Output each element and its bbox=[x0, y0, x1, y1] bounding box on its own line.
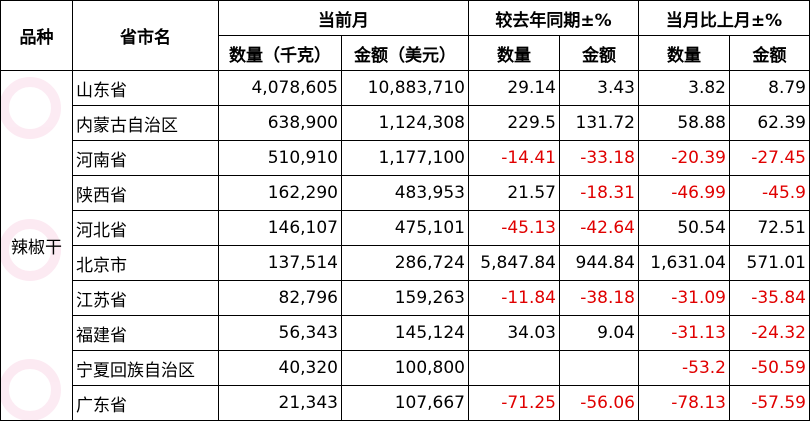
province-cell: 河南省 bbox=[72, 140, 219, 176]
mom-amt-cell: -45.9 bbox=[729, 175, 810, 211]
mom-amt-cell: -50.59 bbox=[729, 350, 810, 386]
table-row: 宁夏回族自治区 40,320 100,800 -53.2 -50.59 bbox=[1, 350, 810, 386]
qty-cell: 162,290 bbox=[218, 175, 342, 211]
mom-qty-cell: -46.99 bbox=[638, 175, 730, 211]
mom-amt-cell: -24.32 bbox=[729, 315, 810, 351]
yoy-qty-cell: 21.57 bbox=[468, 175, 560, 211]
amt-cell: 107,667 bbox=[341, 385, 469, 421]
yoy-qty-cell bbox=[468, 350, 560, 386]
amt-cell: 475,101 bbox=[341, 210, 469, 246]
yoy-amt-cell: -56.06 bbox=[559, 385, 639, 421]
mom-qty-cell: -20.39 bbox=[638, 140, 730, 176]
table-row: 北京市 137,514 286,724 5,847.84 944.84 1,631.04 5… bbox=[1, 245, 810, 281]
header-amt: 金额（美元） bbox=[341, 35, 469, 71]
mom-amt-cell: -35.84 bbox=[729, 280, 810, 316]
yoy-amt-cell bbox=[559, 350, 639, 386]
table-row: 河北省 146,107 475,101 -45.13 -42.64 50.54 72.51 bbox=[1, 210, 810, 246]
mom-amt-cell: 62.39 bbox=[729, 105, 810, 141]
mom-amt-cell: 8.79 bbox=[729, 70, 810, 106]
header-qty: 数量（千克） bbox=[218, 35, 342, 71]
table-body: 辣椒干 山东省 4,078,605 10,883,710 29.14 3.43 3.82 8.… bbox=[0, 70, 810, 421]
amt-cell: 1,124,308 bbox=[341, 105, 469, 141]
header-category: 品种 bbox=[0, 0, 73, 71]
qty-cell: 40,320 bbox=[218, 350, 342, 386]
header-current-month: 当前月 bbox=[218, 0, 469, 36]
mom-amt-cell: -57.59 bbox=[729, 385, 810, 421]
amt-cell: 1,177,100 bbox=[341, 140, 469, 176]
amt-cell: 100,800 bbox=[341, 350, 469, 386]
mom-qty-cell: -31.13 bbox=[638, 315, 730, 351]
yoy-amt-cell: 131.72 bbox=[559, 105, 639, 141]
amt-cell: 159,263 bbox=[341, 280, 469, 316]
qty-cell: 638,900 bbox=[218, 105, 342, 141]
header-mom: 当月比上月±% bbox=[638, 0, 810, 36]
table-row: 内蒙古自治区 638,900 1,124,308 229.5 131.72 58.88 62… bbox=[1, 105, 810, 141]
table-row: 河南省 510,910 1,177,100 -14.41 -33.18 -20.39 -27… bbox=[1, 140, 810, 176]
yoy-qty-cell: 34.03 bbox=[468, 315, 560, 351]
amt-cell: 483,953 bbox=[341, 175, 469, 211]
mom-qty-cell: -53.2 bbox=[638, 350, 730, 386]
amt-cell: 10,883,710 bbox=[341, 70, 469, 106]
table-row: 江苏省 82,796 159,263 -11.84 -38.18 -31.09 -35.84 bbox=[1, 280, 810, 316]
province-cell: 宁夏回族自治区 bbox=[72, 350, 219, 386]
qty-cell: 146,107 bbox=[218, 210, 342, 246]
yoy-amt-cell: -38.18 bbox=[559, 280, 639, 316]
header-yoy: 较去年同期±% bbox=[468, 0, 639, 36]
export-data-table: 品种 省市名 当前月 较去年同期±% 当月比上月±% 数量（千克） 金额（美元）… bbox=[0, 0, 810, 421]
mom-qty-cell: -78.13 bbox=[638, 385, 730, 421]
header-yoy-qty: 数量 bbox=[468, 35, 560, 71]
table-row: 辣椒干 山东省 4,078,605 10,883,710 29.14 3.43 3.82 8.… bbox=[0, 70, 810, 421]
qty-cell: 137,514 bbox=[218, 245, 342, 281]
province-cell: 广东省 bbox=[72, 385, 219, 421]
yoy-qty-cell: -11.84 bbox=[468, 280, 560, 316]
header-yoy-amt: 金额 bbox=[559, 35, 639, 71]
yoy-qty-cell: 5,847.84 bbox=[468, 245, 560, 281]
mom-qty-cell: 50.54 bbox=[638, 210, 730, 246]
yoy-amt-cell: -18.31 bbox=[559, 175, 639, 211]
mom-qty-cell: 3.82 bbox=[638, 70, 730, 106]
province-cell: 福建省 bbox=[72, 315, 219, 351]
yoy-amt-cell: -42.64 bbox=[559, 210, 639, 246]
table-row: 陕西省 162,290 483,953 21.57 -18.31 -46.99 -45.9 bbox=[1, 175, 810, 211]
qty-cell: 4,078,605 bbox=[218, 70, 342, 106]
yoy-amt-cell: -33.18 bbox=[559, 140, 639, 176]
qty-cell: 56,343 bbox=[218, 315, 342, 351]
qty-cell: 21,343 bbox=[218, 385, 342, 421]
mom-qty-cell: -31.09 bbox=[638, 280, 730, 316]
yoy-qty-cell: 29.14 bbox=[468, 70, 560, 106]
mom-amt-cell: -27.45 bbox=[729, 140, 810, 176]
yoy-amt-cell: 944.84 bbox=[559, 245, 639, 281]
mom-amt-cell: 571.01 bbox=[729, 245, 810, 281]
province-cell: 陕西省 bbox=[72, 175, 219, 211]
province-cell: 河北省 bbox=[72, 210, 219, 246]
province-cell: 江苏省 bbox=[72, 280, 219, 316]
header-mom-qty: 数量 bbox=[638, 35, 730, 71]
mom-qty-cell: 58.88 bbox=[638, 105, 730, 141]
category-cell: 辣椒干 bbox=[0, 70, 73, 421]
yoy-qty-cell: -71.25 bbox=[468, 385, 560, 421]
yoy-qty-cell: 229.5 bbox=[468, 105, 560, 141]
mom-amt-cell: 72.51 bbox=[729, 210, 810, 246]
header-province: 省市名 bbox=[72, 0, 219, 71]
yoy-qty-cell: -14.41 bbox=[468, 140, 560, 176]
mom-qty-cell: 1,631.04 bbox=[638, 245, 730, 281]
amt-cell: 145,124 bbox=[341, 315, 469, 351]
yoy-qty-cell: -45.13 bbox=[468, 210, 560, 246]
qty-cell: 510,910 bbox=[218, 140, 342, 176]
yoy-amt-cell: 9.04 bbox=[559, 315, 639, 351]
table-row: 广东省 21,343 107,667 -71.25 -56.06 -78.13 -57.59 bbox=[1, 385, 810, 421]
yoy-amt-cell: 3.43 bbox=[559, 70, 639, 106]
header-row-1: 品种 省市名 当前月 较去年同期±% 当月比上月±% bbox=[0, 0, 810, 71]
province-cell: 内蒙古自治区 bbox=[72, 105, 219, 141]
table-row: 福建省 56,343 145,124 34.03 9.04 -31.13 -24.32 bbox=[1, 315, 810, 351]
province-cell: 山东省 bbox=[72, 70, 219, 106]
header-mom-amt: 金额 bbox=[729, 35, 810, 71]
amt-cell: 286,724 bbox=[341, 245, 469, 281]
qty-cell: 82,796 bbox=[218, 280, 342, 316]
province-cell: 北京市 bbox=[72, 245, 219, 281]
